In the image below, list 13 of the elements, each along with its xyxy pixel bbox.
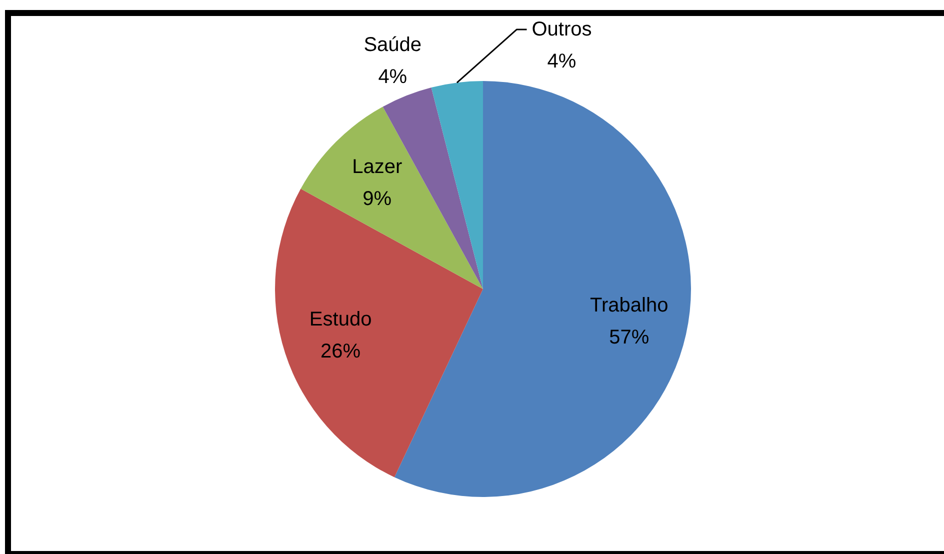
- pie-slice: [431, 81, 483, 289]
- data-label: 4%: [547, 50, 576, 72]
- data-label: 57%: [609, 326, 650, 349]
- slice-label: Lazer: [352, 156, 402, 178]
- pie-slice: [300, 106, 483, 289]
- slice-label: Estudo: [309, 308, 372, 330]
- slice-label: Trabalho: [590, 294, 668, 317]
- data-label: 26%: [320, 340, 361, 362]
- slice-label: Outros: [532, 18, 592, 40]
- data-label: 9%: [362, 188, 392, 210]
- data-label: 4%: [378, 66, 408, 88]
- pie-slice: [275, 188, 483, 478]
- slice-label: Saúde: [364, 34, 422, 56]
